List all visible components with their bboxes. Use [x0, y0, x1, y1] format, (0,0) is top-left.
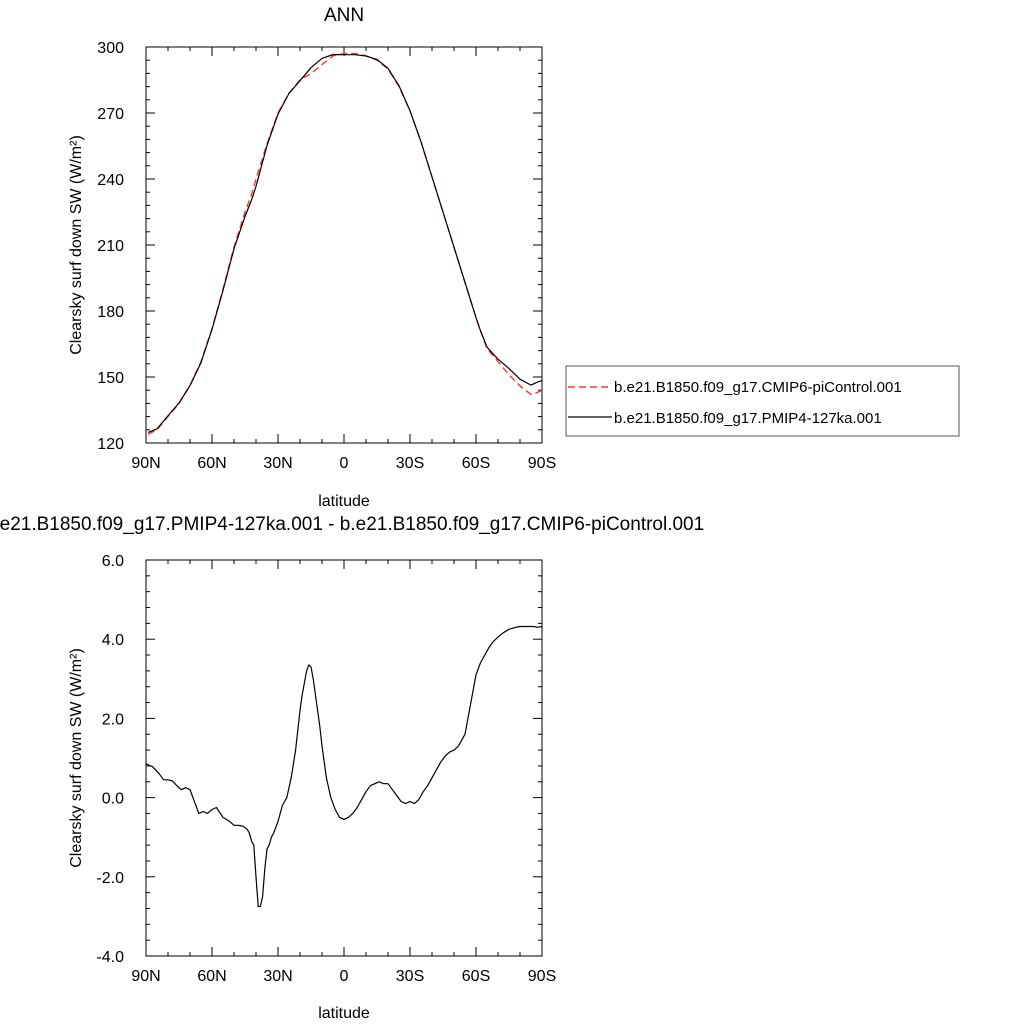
- bottom-plot-frame: [145, 559, 543, 957]
- top-x-tick-label: 90N: [131, 455, 160, 472]
- legend-label-series-1: b.e21.B1850.f09_g17.CMIP6-piControl.001: [614, 379, 902, 396]
- bottom-x-tick-label: 90S: [528, 968, 556, 985]
- bottom-y-tick-label: 4.0: [102, 632, 124, 649]
- bottom-x-tick-label: 30N: [263, 968, 292, 985]
- bottom-axis-ticks: 90N 60N 30N 0 30S 60S 90S -4.0 -2.0 0.0 2.0 4.0 6.0: [96, 553, 556, 985]
- top-x-tick-label: 30S: [396, 455, 424, 472]
- top-y-axis-label: Clearsky surf down SW (W/m²): [68, 135, 85, 355]
- bottom-series-lines: [145, 625, 543, 908]
- top-y-tick-label: 240: [97, 172, 124, 189]
- bottom-x-tick-label: 0: [340, 968, 349, 985]
- top-series-line-2: [147, 53, 543, 433]
- top-x-tick-label: 0: [340, 455, 349, 472]
- bottom-y-tick-label: 2.0: [102, 711, 124, 728]
- bottom-x-tick-label: 90N: [131, 968, 160, 985]
- top-y-tick-label: 150: [97, 370, 124, 387]
- top-x-tick-label: 30N: [263, 455, 292, 472]
- top-x-tick-label: 90S: [528, 455, 556, 472]
- top-x-axis-label: latitude: [318, 493, 370, 510]
- top-axis-ticks: 90N 60N 30N 0 30S 60S 90S 120 150 180 210 240 270 300: [97, 40, 556, 472]
- top-y-tick-label: 300: [97, 40, 124, 57]
- top-y-tick-label: 120: [97, 436, 124, 453]
- bottom-panel: b.e21.B1850.f09_g17.PMIP4-127ka.001 - b.…: [0, 514, 704, 1022]
- top-series-lines: [147, 52, 543, 435]
- top-panel-title: ANN: [324, 5, 364, 26]
- top-plot-frame: [145, 46, 543, 444]
- top-x-tick-label: 60N: [197, 455, 226, 472]
- bottom-y-tick-label: -2.0: [96, 870, 124, 887]
- legend-box: [565, 365, 960, 437]
- bottom-x-tick-label: 60N: [197, 968, 226, 985]
- bottom-x-tick-label: 30S: [396, 968, 424, 985]
- top-y-tick-label: 270: [97, 106, 124, 123]
- bottom-x-tick-label: 60S: [462, 968, 490, 985]
- top-y-tick-label: 180: [97, 304, 124, 321]
- bottom-y-tick-label: -4.0: [96, 949, 124, 966]
- legend: b.e21.B1850.f09_g17.CMIP6-piControl.001 …: [565, 365, 960, 437]
- bottom-x-axis-label: latitude: [318, 1005, 370, 1022]
- bottom-y-tick-label: 0.0: [102, 791, 124, 808]
- bottom-series-line-1: [145, 625, 543, 908]
- bottom-y-axis-label: Clearsky surf down SW (W/m²): [68, 648, 85, 868]
- bottom-y-tick-label: 6.0: [102, 553, 124, 570]
- bottom-panel-title: b.e21.B1850.f09_g17.PMIP4-127ka.001 - b.…: [0, 514, 704, 535]
- top-y-tick-label: 210: [97, 238, 124, 255]
- top-x-tick-label: 60S: [462, 455, 490, 472]
- top-panel: ANN 90N 60N 30N 0 30S 60S 90S 120 150 180 210 240 27…: [68, 5, 556, 510]
- top-series-line-1: [147, 52, 543, 435]
- legend-label-series-2: b.e21.B1850.f09_g17.PMIP4-127ka.001: [614, 410, 882, 427]
